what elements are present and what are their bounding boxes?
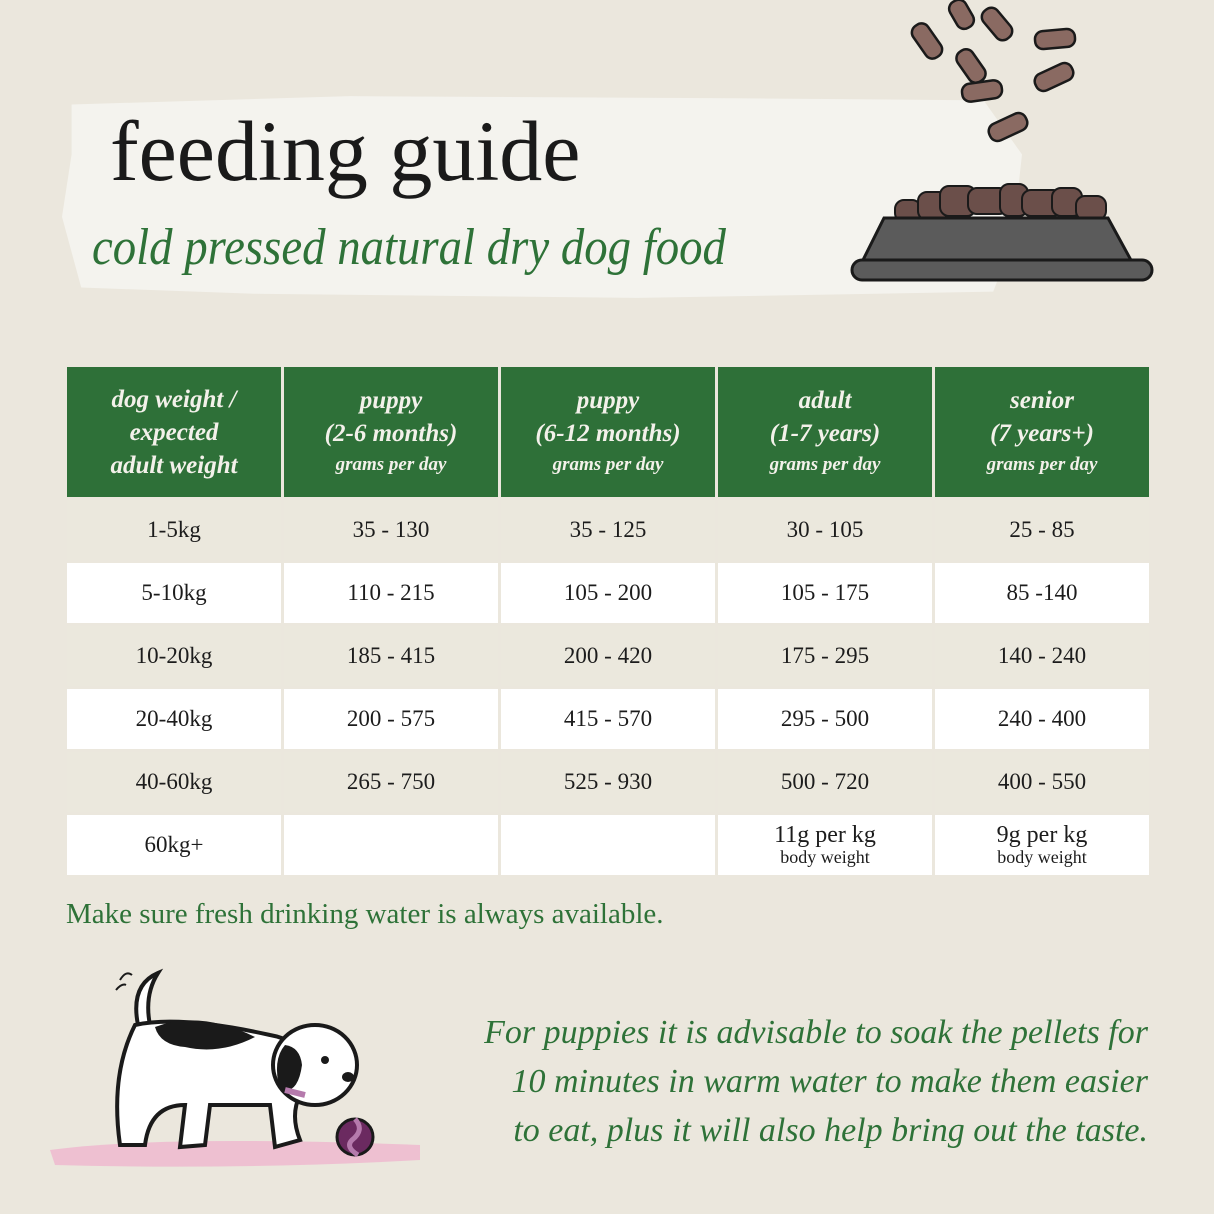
page-subtitle: cold pressed natural dry dog food (92, 219, 726, 276)
cell-weight: 20-40kg (67, 689, 281, 749)
column-header-senior: senior (7 years+) grams per day (935, 367, 1149, 497)
cell-puppy-2-6: 35 - 130 (284, 500, 498, 560)
cell-puppy-6-12: 200 - 420 (501, 626, 715, 686)
puppy-illustration-icon (50, 968, 420, 1167)
feeding-table: dog weight / expected adult weight puppy… (64, 364, 1152, 878)
cell-weight: 10-20kg (67, 626, 281, 686)
cell-puppy-6-12: 525 - 930 (501, 752, 715, 812)
table-row: 1-5kg 35 - 130 35 - 125 30 - 105 25 - 85 (67, 500, 1149, 560)
cell-puppy-6-12 (501, 815, 715, 875)
column-header-puppy-2-6: puppy (2-6 months) grams per day (284, 367, 498, 497)
dog-bowl-icon (850, 0, 1154, 282)
cell-puppy-2-6: 200 - 575 (284, 689, 498, 749)
table-row: 60kg+ 11g per kg body weight 9g per kg b… (67, 815, 1149, 875)
cell-puppy-2-6: 185 - 415 (284, 626, 498, 686)
water-note: Make sure fresh drinking water is always… (66, 898, 664, 930)
table-row: 40-60kg 265 - 750 525 - 930 500 - 720 40… (67, 752, 1149, 812)
column-header-dog-weight: dog weight / expected adult weight (67, 367, 281, 497)
cell-puppy-6-12: 35 - 125 (501, 500, 715, 560)
column-header-puppy-6-12: puppy (6-12 months) grams per day (501, 367, 715, 497)
cell-puppy-2-6: 110 - 215 (284, 563, 498, 623)
cell-puppy-2-6 (284, 815, 498, 875)
cell-adult: 295 - 500 (718, 689, 932, 749)
cell-adult: 30 - 105 (718, 500, 932, 560)
cell-senior: 25 - 85 (935, 500, 1149, 560)
cell-adult: 105 - 175 (718, 563, 932, 623)
cell-senior: 240 - 400 (935, 689, 1149, 749)
table-row: 5-10kg 110 - 215 105 - 200 105 - 175 85 … (67, 563, 1149, 623)
page-title: feeding guide (110, 103, 581, 199)
cell-adult: 500 - 720 (718, 752, 932, 812)
column-header-adult: adult (1-7 years) grams per day (718, 367, 932, 497)
cell-adult: 175 - 295 (718, 626, 932, 686)
table-row: 10-20kg 185 - 415 200 - 420 175 - 295 14… (67, 626, 1149, 686)
cell-weight: 5-10kg (67, 563, 281, 623)
puppy-soak-note: For puppies it is advisable to soak the … (484, 1014, 1148, 1149)
cell-adult: 11g per kg body weight (718, 815, 932, 875)
cell-puppy-6-12: 415 - 570 (501, 689, 715, 749)
cell-senior: 9g per kg body weight (935, 815, 1149, 875)
cell-weight: 40-60kg (67, 752, 281, 812)
cell-senior: 85 -140 (935, 563, 1149, 623)
cell-senior: 400 - 550 (935, 752, 1149, 812)
table-row: 20-40kg 200 - 575 415 - 570 295 - 500 24… (67, 689, 1149, 749)
cell-puppy-6-12: 105 - 200 (501, 563, 715, 623)
cell-weight: 60kg+ (67, 815, 281, 875)
cell-puppy-2-6: 265 - 750 (284, 752, 498, 812)
cell-senior: 140 - 240 (935, 626, 1149, 686)
cell-weight: 1-5kg (67, 500, 281, 560)
table-header-row: dog weight / expected adult weight puppy… (67, 367, 1149, 497)
